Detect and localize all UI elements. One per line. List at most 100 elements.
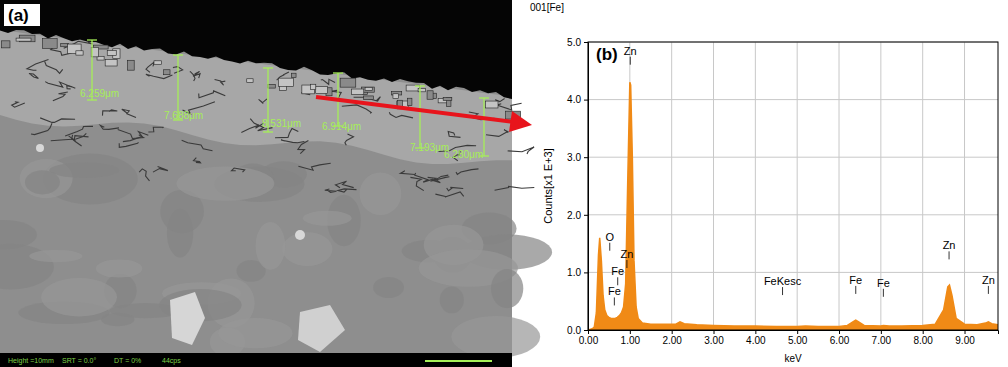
measurement-bar (419, 86, 420, 148)
sem-texture (451, 316, 540, 358)
y-tick-mark (584, 272, 588, 273)
sem-crack (51, 133, 87, 140)
measurement-cap (87, 99, 97, 100)
sem-particle (154, 61, 162, 64)
sem-particle (128, 60, 135, 70)
x-tick-mark (714, 330, 715, 334)
sem-crack (40, 118, 75, 123)
peak-label: Fe (608, 285, 621, 297)
measurement-label: 8.531μm (262, 118, 301, 129)
x-tick-mark (839, 330, 840, 334)
sem-crack (182, 140, 213, 151)
peak-label: Fe (611, 265, 624, 277)
sem-crack (53, 92, 68, 101)
sem-crack (29, 73, 38, 78)
grid-line-x (755, 42, 756, 330)
x-tick-label: 2.00 (662, 335, 682, 346)
sem-particle (310, 84, 315, 89)
sem-crack (508, 147, 534, 154)
plot-background (588, 42, 998, 330)
x-tick-mark (881, 330, 882, 334)
peak-label: Zn (943, 239, 956, 251)
sem-crack (486, 130, 508, 137)
link-arrow (316, 97, 532, 132)
peak-label: Fe (849, 274, 862, 286)
x-tick: 5.00 (788, 330, 808, 346)
measurement-cap (173, 54, 183, 55)
sem-resin (0, 0, 512, 99)
sem-texture (29, 250, 82, 262)
sem-crack (345, 134, 354, 145)
sem-crack (215, 80, 226, 86)
sem-crack (31, 123, 52, 134)
sem-crack (321, 79, 335, 84)
sem-particle (291, 73, 296, 77)
sem-particle (164, 70, 170, 75)
sem-crack (456, 169, 478, 175)
panel-label-bg (4, 4, 40, 26)
sem-crack (232, 168, 245, 172)
sem-crack (298, 141, 309, 154)
x-tick-label: 9.00 (955, 335, 975, 346)
sem-crack (497, 103, 522, 110)
status-text: SRT = 0.0° (62, 357, 96, 364)
sem-inclusion (36, 144, 44, 152)
grid-line-y (588, 157, 998, 158)
sem-texture (96, 259, 142, 277)
sem-particle (393, 94, 399, 99)
x-tick: 7.00 (872, 330, 892, 346)
peak-marker (626, 260, 627, 268)
y-tick-mark (584, 157, 588, 158)
peak-label: FeKesc (764, 275, 802, 287)
spectrum-line (588, 82, 998, 330)
peak-label: Zn (620, 248, 633, 260)
sem-particle (76, 51, 83, 55)
sem-particle (443, 97, 452, 100)
x-tick-mark (672, 330, 673, 334)
measurement: 8.531μm (262, 68, 301, 132)
x-tick-mark (797, 330, 798, 334)
sem-particle (364, 96, 374, 100)
measurement-cap (263, 67, 273, 68)
status-text: 44cps (162, 357, 181, 365)
x-tick: 2.00 (662, 330, 682, 346)
x-tick-mark (630, 330, 631, 334)
arrow-head (509, 111, 532, 132)
sem-crack (241, 123, 263, 132)
sem-inclusion (298, 305, 345, 352)
x-axis: 0.001.002.003.004.005.006.007.008.009.00 (579, 330, 999, 346)
sem-particle (105, 59, 117, 65)
sem-particle (352, 89, 364, 95)
sem-crack (199, 91, 226, 98)
sem-texture (177, 166, 275, 200)
panel-label-bg (594, 44, 620, 65)
sem-crack (102, 110, 117, 116)
x-tick-label: 5.00 (788, 335, 808, 346)
measurement-cap (415, 85, 425, 86)
measurement-label: 7.688μm (164, 110, 203, 121)
sem-particle (2, 41, 10, 48)
grid-line-x (922, 42, 923, 330)
peak-label: Fe (877, 277, 890, 289)
sem-crack (45, 61, 63, 73)
sem-particle (340, 78, 356, 87)
scale-bar (425, 360, 492, 362)
sem-particle (486, 101, 498, 108)
sem-texture (218, 318, 292, 348)
sem-texture (360, 172, 402, 215)
x-tick: 8.00 (913, 330, 933, 346)
y-tick-mark (584, 215, 588, 216)
x-tick-label: 6.00 (830, 335, 850, 346)
x-tick-label: 7.00 (872, 335, 892, 346)
sem-crack (153, 166, 168, 172)
x-tick: 1.00 (621, 330, 641, 346)
sem-crack (428, 177, 450, 181)
sem-crack (281, 140, 304, 143)
sem-crack (259, 99, 267, 104)
sem-crack (65, 126, 93, 136)
x-tick-label: 1.00 (621, 335, 641, 346)
sem-texture (373, 277, 404, 298)
sem-particle (316, 87, 328, 94)
sem-particle (418, 88, 426, 91)
measurement: 6.280μm (444, 98, 489, 160)
